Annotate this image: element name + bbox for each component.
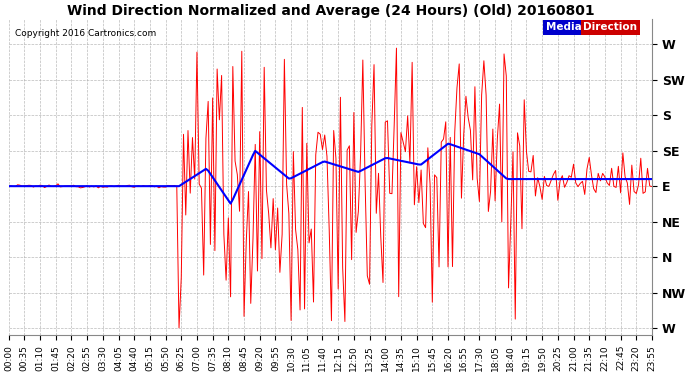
Text: Median: Median bbox=[546, 22, 589, 33]
Title: Wind Direction Normalized and Average (24 Hours) (Old) 20160801: Wind Direction Normalized and Average (2… bbox=[66, 4, 594, 18]
Text: Direction: Direction bbox=[583, 22, 637, 33]
Text: Copyright 2016 Cartronics.com: Copyright 2016 Cartronics.com bbox=[15, 29, 157, 38]
